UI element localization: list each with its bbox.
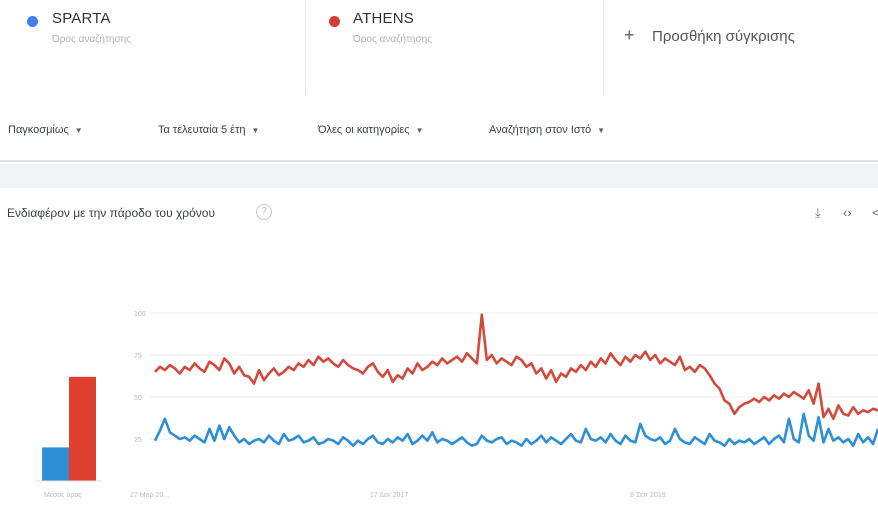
- help-icon[interactable]: ?: [256, 204, 272, 220]
- x-tick-label: 8 Σεπ 2019: [630, 492, 666, 499]
- caret-down-icon: ▼: [415, 126, 424, 135]
- y-tick-label: 25: [134, 437, 142, 444]
- series-line-athens: [154, 313, 878, 421]
- y-tick-label: 100: [134, 311, 146, 318]
- series-line-sparta: [153, 412, 878, 447]
- period-dropdown[interactable]: Τα τελευταία 5 έτη ▼: [158, 124, 259, 136]
- series-color-dot: [329, 16, 340, 27]
- y-tick-label: 75: [134, 353, 142, 360]
- comparison-terms-bar: SPARTA Όρος αναζήτησης ATHENS Όρος αναζή…: [0, 0, 878, 95]
- share-icon[interactable]: <: [872, 205, 878, 220]
- average-bar-athens: [69, 376, 96, 481]
- card-title: Ενδιαφέρον με την πάροδο του χρόνου: [7, 206, 216, 220]
- embed-icon[interactable]: ‹›: [843, 205, 852, 220]
- category-dropdown[interactable]: Όλες οι κατηγορίες ▼: [318, 124, 424, 136]
- average-bar-sparta: [42, 447, 69, 481]
- period-label: Τα τελευταία 5 έτη: [158, 124, 246, 136]
- search-type-dropdown[interactable]: Αναζήτηση στον Ιστό ▼: [489, 124, 605, 136]
- term-card-athens[interactable]: ATHENS Όρος αναζήτησης: [305, 0, 603, 95]
- section-band: [0, 164, 878, 188]
- caret-down-icon: ▼: [251, 126, 260, 135]
- region-dropdown[interactable]: Παγκοσμίως ▼: [8, 124, 83, 136]
- term-subtitle: Όρος αναζήτησης: [353, 34, 433, 45]
- category-label: Όλες οι κατηγορίες: [318, 124, 410, 136]
- term-name[interactable]: ATHENS: [353, 10, 414, 27]
- filter-bar: Παγκοσμίως ▼ Τα τελευταία 5 έτη ▼ Όλες οι …: [0, 116, 878, 152]
- term-name[interactable]: SPARTA: [52, 10, 111, 27]
- y-tick-label: 50: [134, 395, 142, 402]
- plus-icon: +: [624, 25, 635, 45]
- term-card-sparta[interactable]: SPARTA Όρος αναζήτησης: [0, 0, 305, 95]
- interest-over-time-chart: 100 75 50 25 Μέσος όρος 27 Μαρ 20... 17 Δεκ 20…: [36, 311, 878, 499]
- region-label: Παγκοσμίως: [8, 124, 69, 136]
- term-subtitle: Όρος αναζήτησης: [52, 34, 132, 45]
- caret-down-icon: ▼: [74, 126, 83, 135]
- caret-down-icon: ▼: [597, 126, 606, 135]
- divider: [0, 160, 878, 162]
- series-color-dot: [27, 16, 38, 27]
- add-comparison-button[interactable]: + Προσθήκη σύγκρισης: [603, 0, 878, 95]
- download-icon[interactable]: ⤓: [815, 205, 821, 220]
- x-tick-label: 17 Δεκ 2017: [370, 492, 408, 499]
- x-tick-label: 27 Μαρ 20...: [130, 492, 169, 499]
- add-comparison-label: Προσθήκη σύγκρισης: [652, 28, 795, 45]
- search-type-label: Αναζήτηση στον Ιστό: [489, 124, 592, 136]
- average-label: Μέσος όρος: [44, 491, 82, 499]
